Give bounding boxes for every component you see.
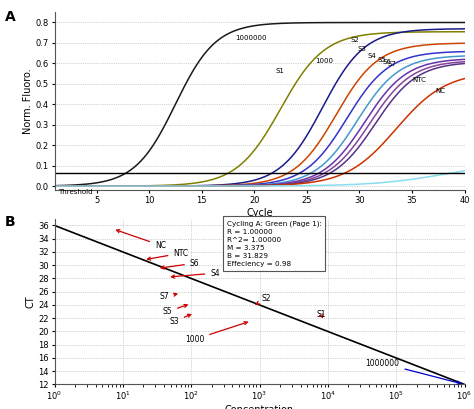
Text: S4: S4 [172, 269, 220, 278]
Text: Threshold: Threshold [58, 189, 92, 195]
X-axis label: Cycle: Cycle [246, 207, 273, 218]
Text: S5: S5 [163, 304, 187, 316]
Text: S7: S7 [159, 292, 177, 301]
Text: S5: S5 [377, 57, 386, 63]
X-axis label: Concentration: Concentration [225, 405, 294, 409]
Text: 1000000: 1000000 [365, 359, 460, 384]
Text: S4: S4 [368, 53, 376, 58]
Text: 1000: 1000 [315, 58, 333, 64]
Text: S3: S3 [357, 47, 366, 52]
Text: NC: NC [435, 88, 445, 94]
Y-axis label: Norm. Fluoro.: Norm. Fluoro. [23, 68, 33, 134]
Text: NTC: NTC [412, 77, 426, 83]
Text: B: B [5, 215, 15, 229]
Text: S6: S6 [383, 59, 392, 65]
Text: NTC: NTC [147, 249, 189, 260]
Text: NC: NC [117, 230, 166, 250]
Text: S7: S7 [388, 61, 397, 67]
Text: S2: S2 [256, 294, 271, 304]
Text: S3: S3 [169, 314, 191, 326]
Text: 1000000: 1000000 [235, 35, 267, 41]
Text: S2: S2 [351, 37, 360, 43]
Y-axis label: CT: CT [26, 295, 36, 308]
Text: A: A [5, 10, 16, 24]
Text: S1: S1 [316, 310, 326, 319]
Text: S1: S1 [275, 67, 284, 74]
Text: 1000: 1000 [185, 321, 247, 344]
Text: S6: S6 [161, 259, 200, 269]
Text: Cycling A: Green (Page 1):
R = 1.00000
R^2= 1.00000
M = 3.375
B = 31.829
Effecie: Cycling A: Green (Page 1): R = 1.00000 R… [227, 220, 322, 267]
